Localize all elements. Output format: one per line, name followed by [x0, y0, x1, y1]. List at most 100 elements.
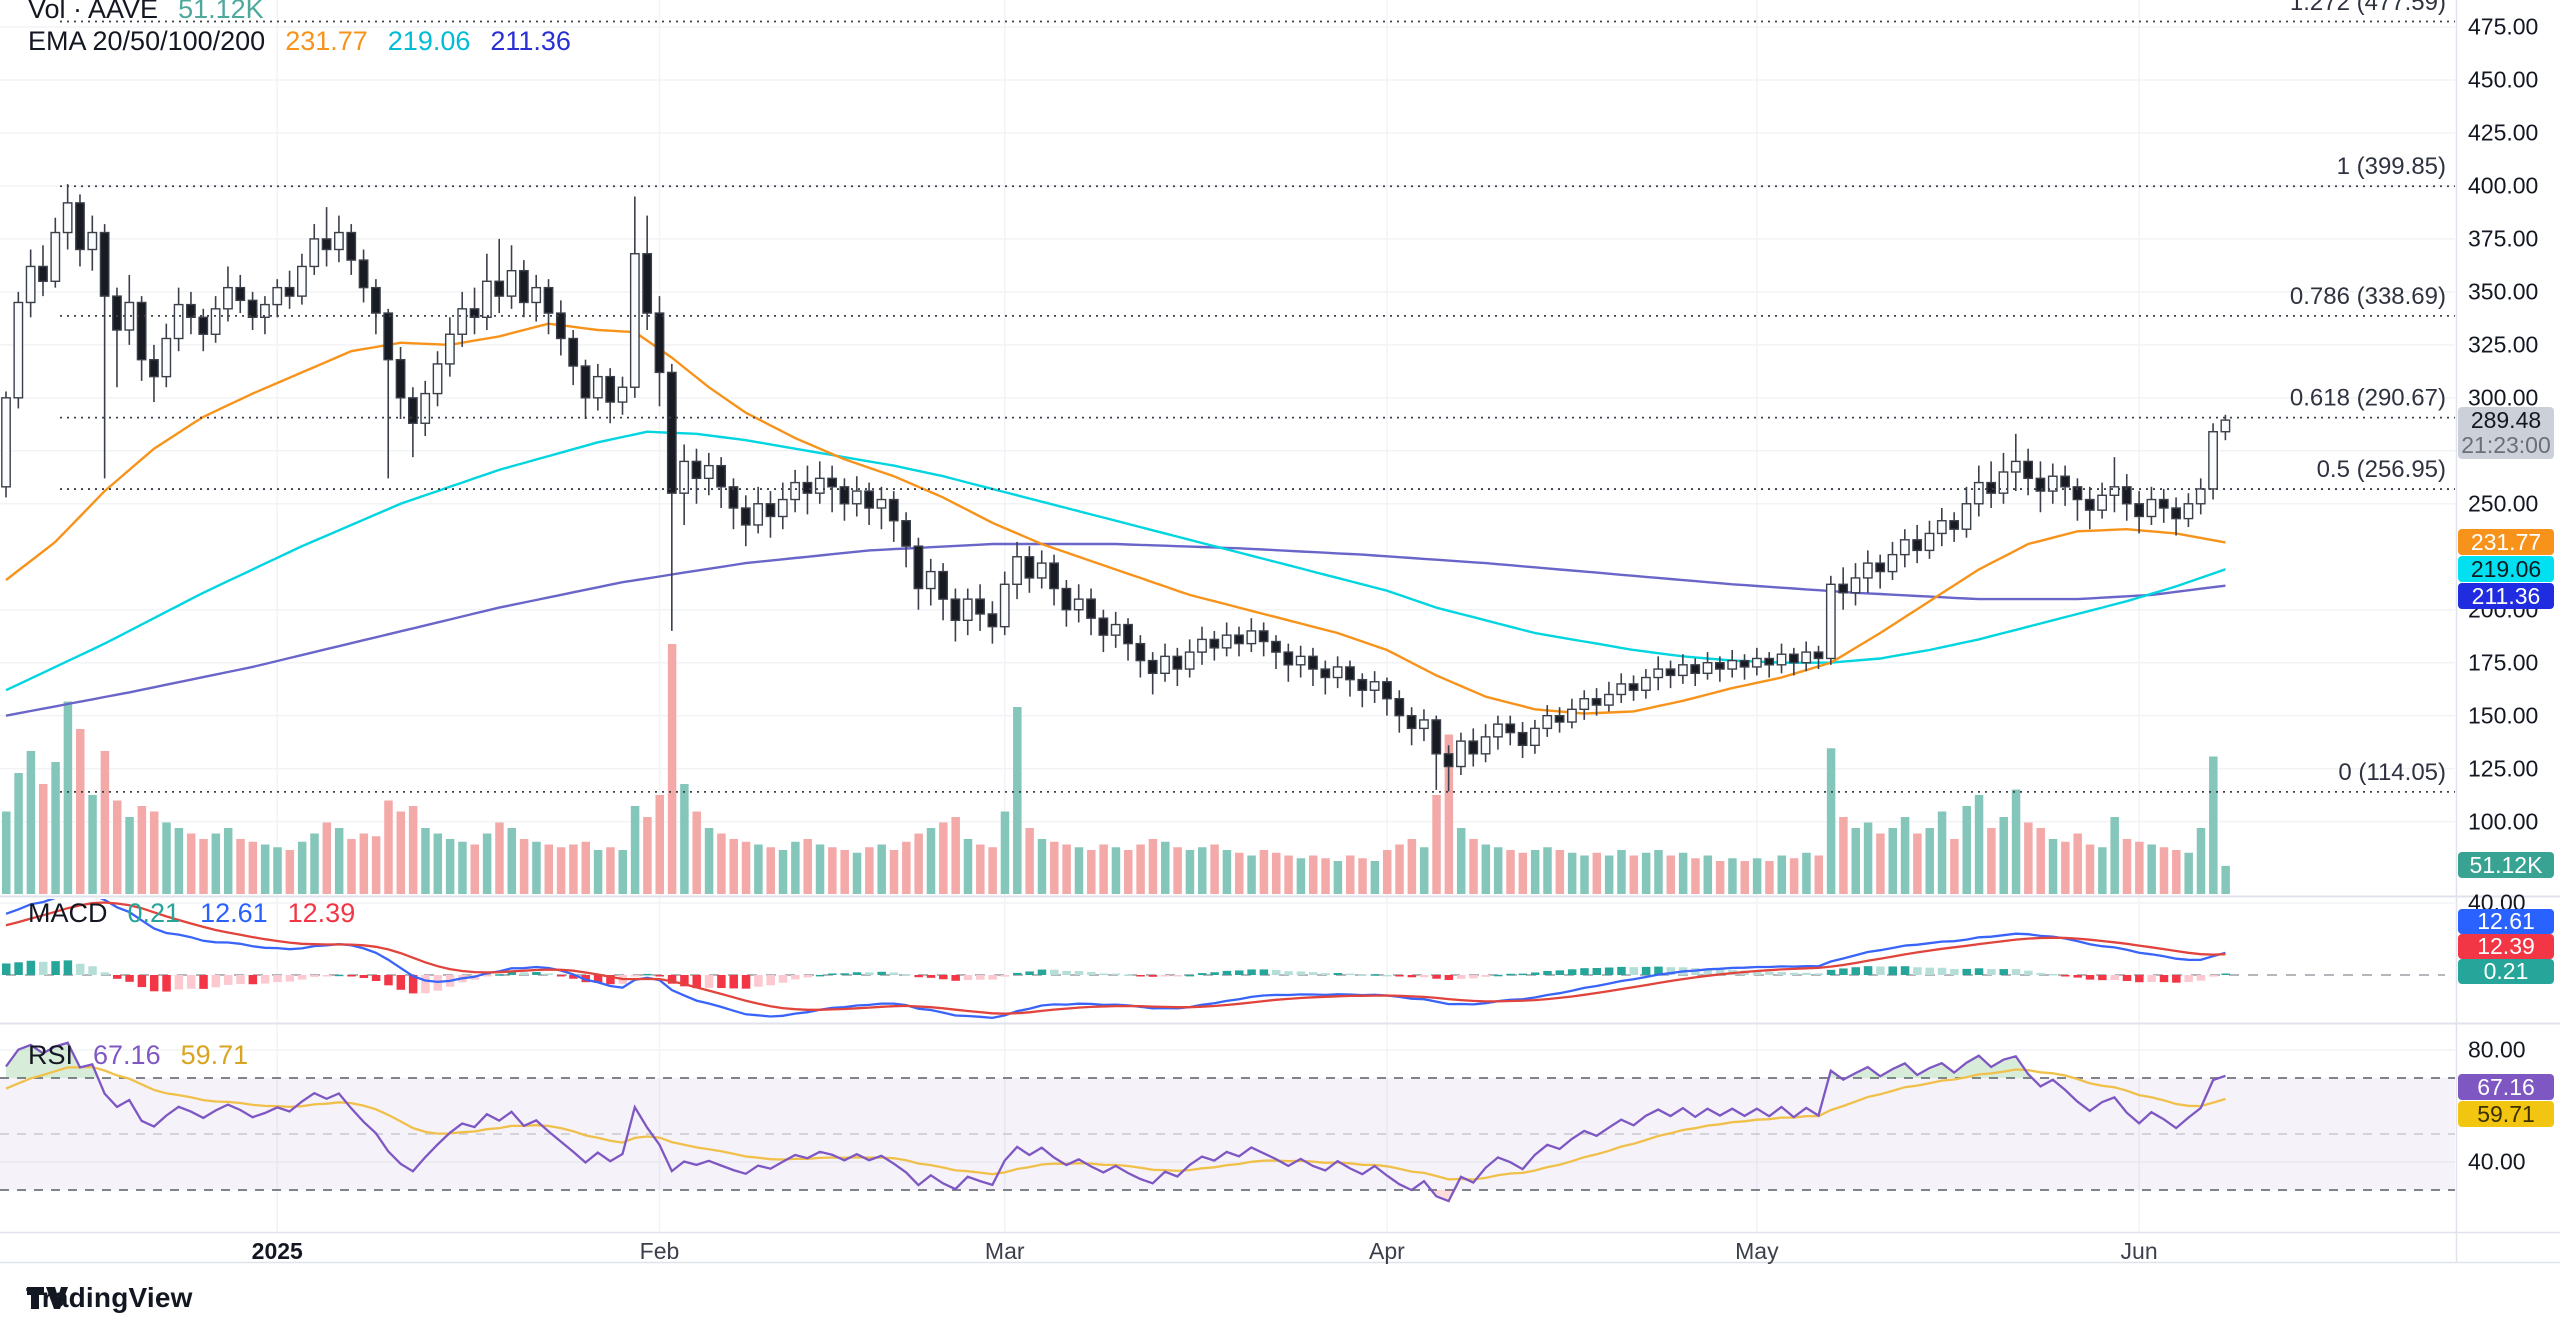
macd-histogram-bar	[223, 975, 233, 985]
macd-histogram-bar	[2159, 975, 2169, 983]
candle-body	[1973, 481, 1984, 505]
volume-bar	[1654, 850, 1663, 894]
macd-histogram-bar	[655, 975, 664, 977]
candle-body	[1283, 651, 1294, 666]
macd-histogram-bar	[2, 963, 11, 975]
tradingview-logo[interactable]: TradingView	[26, 1282, 193, 1314]
macd-histogram-bar	[1506, 973, 1515, 976]
macd-histogram-bar	[186, 975, 196, 989]
macd-histogram-bar	[803, 975, 812, 978]
time-axis-label-mar[interactable]: Mar	[984, 1238, 1025, 1264]
candle-body	[839, 486, 850, 505]
time-axis-label-jun[interactable]: Jun	[2120, 1238, 2158, 1264]
volume-bar	[1271, 852, 1281, 894]
macd-signal-line[interactable]	[5, 901, 2226, 1015]
time-axis-label-feb[interactable]: Feb	[639, 1238, 680, 1264]
candle-body	[1542, 714, 1553, 730]
ema-legend-label: EMA 20/50/100/200	[28, 26, 266, 56]
macd-line[interactable]	[5, 894, 2226, 1020]
volume-bar	[112, 800, 122, 894]
volume-bar	[1703, 855, 1713, 894]
volume-bar	[976, 844, 985, 894]
price-tick: 100.00	[2468, 808, 2539, 835]
macd-histogram-bar	[840, 973, 849, 975]
volume-bar	[1728, 858, 1737, 894]
macd-histogram-bar	[1555, 970, 1565, 975]
volume-bar	[371, 836, 381, 894]
macd-histogram-bar	[519, 972, 529, 975]
macd-histogram-bar	[273, 975, 282, 983]
candle-body	[1517, 731, 1528, 747]
candle-body	[2084, 498, 2095, 511]
volume-bar	[149, 811, 159, 894]
candle-body	[1061, 587, 1072, 611]
macd-histogram-bar	[852, 972, 862, 975]
rsi-pane[interactable]	[0, 1041, 2455, 1203]
volume-bar	[1407, 839, 1417, 894]
candle-body	[1677, 664, 1688, 677]
candle-body	[2134, 503, 2144, 518]
volume-bar	[1974, 795, 1984, 894]
volume-bar	[162, 822, 171, 894]
rsi-line[interactable]	[5, 1041, 2226, 1203]
macd-histogram-bar	[2036, 972, 2045, 975]
ema50-line[interactable]	[5, 430, 2226, 692]
indicator-value-badge: 12.39	[2458, 934, 2554, 959]
macd-histogram-bar	[1888, 966, 1897, 975]
macd-histogram-bar	[1703, 968, 1713, 975]
volume-legend[interactable]: Vol · AAVE 51.12K	[28, 0, 264, 25]
candle-body	[1382, 681, 1392, 700]
candle-body	[395, 358, 406, 399]
candle-body	[272, 286, 283, 306]
candle-body	[876, 498, 887, 509]
volume-bar	[803, 839, 812, 894]
rsi-legend[interactable]: RSI 67.16 59.71	[28, 1040, 248, 1071]
volume-legend-label: Vol · AAVE	[28, 0, 159, 24]
macd-histogram-bar	[1333, 973, 1343, 975]
candle-body	[913, 545, 924, 590]
candle-body	[1456, 740, 1466, 768]
rsi-tick: 40.00	[2468, 1148, 2526, 1175]
candle-body	[1357, 678, 1368, 691]
volume-bar	[1419, 847, 1429, 894]
price-pane[interactable]	[1, 184, 2231, 894]
candle-body	[765, 503, 776, 518]
fib-label: 1 (399.85)	[2337, 153, 2446, 180]
candle-body	[2146, 498, 2157, 518]
macd-histogram-bar	[1074, 971, 1084, 975]
price-tick: 125.00	[2468, 755, 2539, 782]
candle-body	[1160, 655, 1170, 674]
macd-pane[interactable]	[2, 894, 2445, 1020]
macd-histogram-bar	[1666, 967, 1676, 975]
candle-body	[1899, 539, 1910, 556]
rsi-legend-label: RSI	[28, 1040, 74, 1070]
candle-body	[1603, 693, 1614, 706]
volume-bar	[1802, 852, 1811, 894]
macd-histogram-bar	[1185, 974, 1195, 977]
candle-body	[1073, 598, 1084, 611]
ema20-line[interactable]	[5, 322, 2226, 715]
volume-bar	[766, 847, 775, 894]
candle-body	[1086, 598, 1096, 619]
time-axis-label-may[interactable]: May	[1735, 1238, 1779, 1264]
macd-histogram-bar	[51, 961, 60, 975]
candle-body	[198, 316, 209, 335]
candle-body	[506, 269, 517, 297]
volume-bar	[791, 841, 800, 894]
ema-legend[interactable]: EMA 20/50/100/200 231.77 219.06 211.36	[28, 26, 571, 57]
candle-body	[666, 371, 677, 494]
time-axis-label-apr[interactable]: Apr	[1369, 1238, 1405, 1264]
volume-bar	[2172, 850, 2181, 894]
macd-legend[interactable]: MACD 0.21 12.61 12.39	[28, 898, 355, 929]
volume-bar	[963, 839, 973, 894]
candle-body	[38, 265, 48, 282]
candle-body	[1961, 503, 1972, 530]
volume-bar	[1530, 850, 1540, 894]
volume-bar	[186, 833, 196, 894]
macd-histogram-bar	[1481, 975, 1491, 977]
volume-bar	[1580, 855, 1589, 894]
macd-histogram-bar	[1913, 967, 1922, 975]
candle-body	[827, 477, 838, 488]
time-axis-label-2025[interactable]: 2025	[251, 1238, 303, 1264]
